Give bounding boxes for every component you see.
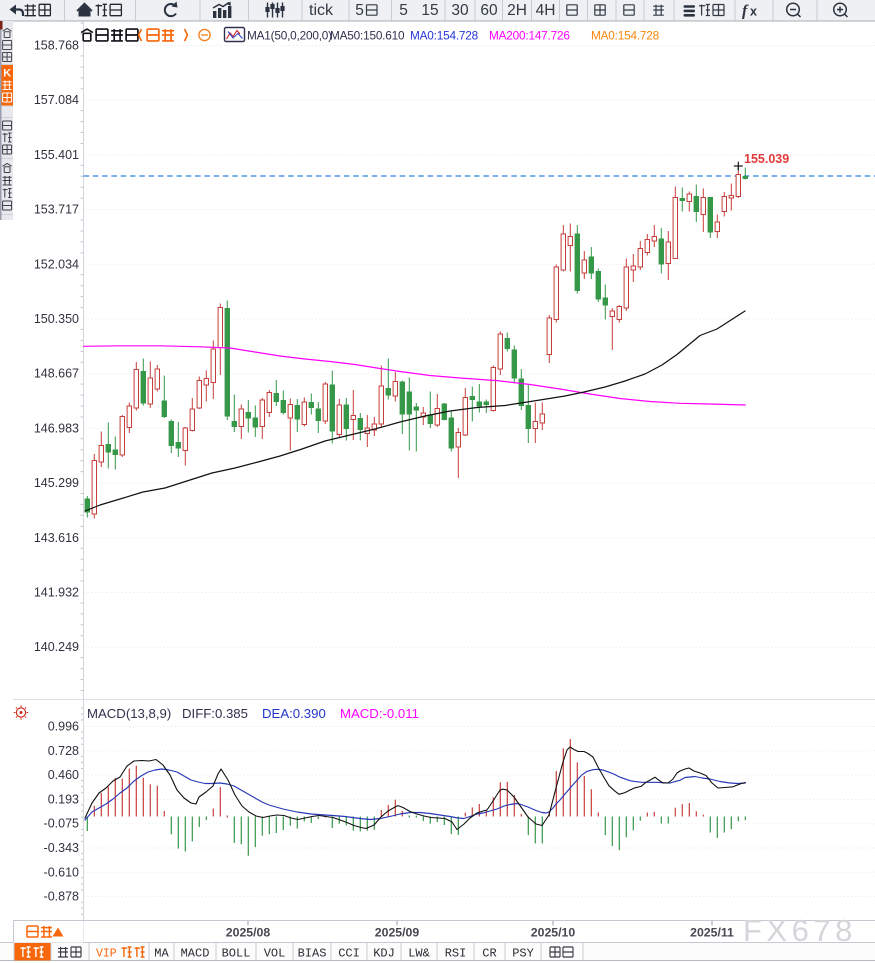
svg-text:MA1(50,0,200,0): MA1(50,0,200,0) (247, 29, 332, 43)
svg-text:-0.343: -0.343 (44, 841, 79, 855)
svg-text:BIAS: BIAS (298, 947, 327, 961)
svg-text:LW&: LW& (408, 947, 430, 961)
svg-text:141.932: 141.932 (34, 586, 79, 600)
svg-text:VIP: VIP (96, 948, 117, 961)
svg-text:BOLL: BOLL (222, 947, 251, 961)
svg-text:0.193: 0.193 (48, 792, 79, 806)
svg-text:2025/10: 2025/10 (531, 926, 576, 940)
svg-text:152.034: 152.034 (34, 257, 79, 271)
svg-text:2025/11: 2025/11 (690, 926, 734, 940)
svg-text:-0.610: -0.610 (44, 865, 79, 879)
svg-text:-0.878: -0.878 (44, 890, 79, 904)
svg-text:153.717: 153.717 (34, 203, 79, 217)
svg-text:2025/08: 2025/08 (226, 926, 271, 940)
svg-text:f: f (742, 3, 749, 20)
svg-text:MACD:-0.011: MACD:-0.011 (340, 706, 419, 721)
svg-text:0.460: 0.460 (48, 768, 79, 782)
svg-text:-0.075: -0.075 (44, 817, 79, 831)
svg-text:DEA:0.390: DEA:0.390 (262, 706, 326, 721)
svg-text:DIFF:0.385: DIFF:0.385 (182, 706, 248, 721)
svg-text:30: 30 (451, 2, 469, 19)
svg-text:FX678: FX678 (743, 913, 857, 948)
svg-text:146.983: 146.983 (34, 421, 79, 435)
svg-text:155.401: 155.401 (34, 148, 79, 162)
svg-text:tick: tick (309, 2, 334, 19)
svg-text:0.996: 0.996 (48, 720, 79, 734)
svg-text:143.616: 143.616 (34, 531, 79, 545)
svg-text:CCI: CCI (338, 947, 360, 961)
svg-text:150.350: 150.350 (34, 312, 79, 326)
svg-text:VOL: VOL (264, 947, 286, 961)
svg-text:5: 5 (399, 2, 408, 19)
svg-text:15: 15 (421, 2, 438, 19)
svg-text:PSY: PSY (512, 947, 534, 961)
svg-text:MA0:154.728: MA0:154.728 (410, 29, 479, 43)
svg-text:CR: CR (482, 947, 496, 961)
svg-text:x: x (750, 5, 757, 19)
svg-text:5: 5 (355, 2, 364, 19)
svg-text:60: 60 (480, 2, 498, 19)
svg-text:155.039: 155.039 (744, 152, 789, 166)
svg-text:MA0:154.728: MA0:154.728 (591, 29, 660, 43)
svg-text:KDJ: KDJ (373, 947, 395, 961)
svg-text:MA50:150.610: MA50:150.610 (330, 29, 405, 43)
svg-text:K: K (3, 68, 11, 80)
svg-text:MACD: MACD (181, 947, 210, 961)
svg-text:157.084: 157.084 (34, 93, 79, 107)
svg-text:158.768: 158.768 (34, 39, 79, 53)
svg-text:MA: MA (154, 947, 169, 961)
svg-text:MA200:147.726: MA200:147.726 (489, 29, 570, 43)
svg-text:2H: 2H (507, 2, 527, 19)
svg-text:148.667: 148.667 (34, 367, 79, 381)
svg-text:140.249: 140.249 (34, 640, 79, 654)
svg-text:4H: 4H (536, 2, 556, 19)
svg-text:2025/09: 2025/09 (375, 926, 420, 940)
svg-text:RSI: RSI (445, 947, 467, 961)
svg-text:145.299: 145.299 (34, 476, 79, 490)
svg-text:MACD(13,8,9): MACD(13,8,9) (87, 706, 171, 721)
svg-text:0.728: 0.728 (48, 744, 79, 758)
